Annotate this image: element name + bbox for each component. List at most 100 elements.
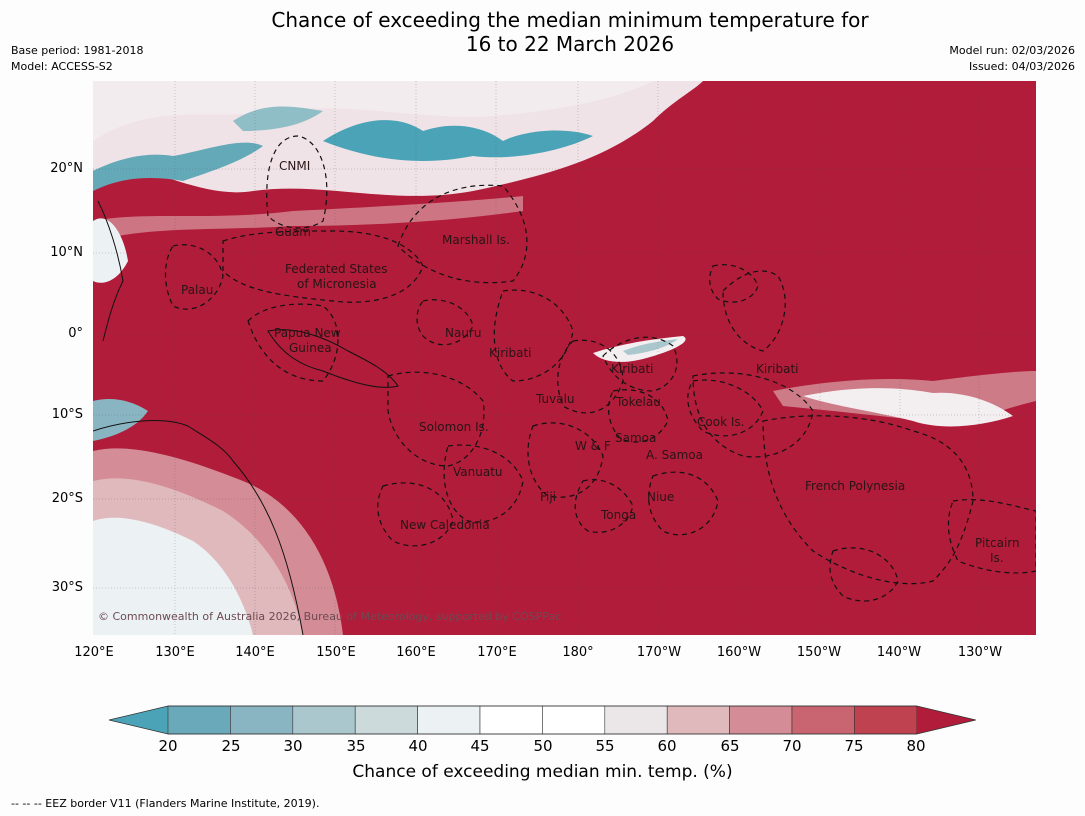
colorbar-cell bbox=[479, 705, 543, 735]
cb-tick-80: 80 bbox=[906, 737, 926, 755]
cb-tick-35: 35 bbox=[346, 737, 366, 755]
model-run: Model run: 02/03/2026 bbox=[949, 44, 1075, 57]
new-guinea-coast bbox=[267, 329, 399, 388]
lat-tick-10s: 10°S bbox=[51, 407, 83, 422]
cb-tick-75: 75 bbox=[844, 737, 864, 755]
label-kiribati-1: Kiribati bbox=[489, 346, 532, 360]
australia-coast bbox=[93, 420, 304, 635]
colorbar-cell bbox=[354, 705, 418, 735]
lon-tick-120e: 120°E bbox=[74, 645, 114, 660]
cb-tick-30: 30 bbox=[283, 737, 303, 755]
cb-tick-70: 70 bbox=[782, 737, 802, 755]
meta-right: Model run: 02/03/2026 Issued: 04/03/2026 bbox=[949, 43, 1075, 75]
title-line-1: Chance of exceeding the median minimum t… bbox=[271, 8, 869, 32]
lon-tick-170w: 170°W bbox=[636, 645, 682, 660]
label-pitcairn-1: Pitcairn bbox=[975, 536, 1020, 550]
chart-title: Chance of exceeding the median minimum t… bbox=[0, 8, 1085, 56]
cb-tick-45: 45 bbox=[470, 737, 490, 755]
lat-tick-20n: 20°N bbox=[50, 161, 83, 176]
label-niue: Niue bbox=[647, 490, 675, 504]
meta-left: Base period: 1981-2018 Model: ACCESS-S2 bbox=[11, 43, 143, 75]
colorbar-cell bbox=[854, 705, 918, 735]
lon-tick-180: 180° bbox=[562, 645, 594, 660]
lat-tick-10n: 10°N bbox=[50, 245, 83, 260]
cb-tick-60: 60 bbox=[657, 737, 677, 755]
label-png-2: Guinea bbox=[289, 341, 332, 355]
copyright-notice: © Commonwealth of Australia 2026, Bureau… bbox=[98, 610, 562, 623]
label-french-polynesia: French Polynesia bbox=[805, 479, 906, 493]
north-band-blue-3 bbox=[233, 106, 323, 131]
lon-tick-140w: 140°W bbox=[876, 645, 922, 660]
label-tokelau: Tokelau bbox=[616, 395, 661, 409]
cb-tick-65: 65 bbox=[720, 737, 740, 755]
cb-tick-40: 40 bbox=[408, 737, 428, 755]
colorbar-extend-high bbox=[916, 706, 976, 734]
label-new-caledonia: New Caledonia bbox=[400, 518, 490, 532]
north-band-pink bbox=[93, 196, 523, 241]
colorbar-cell bbox=[666, 705, 730, 735]
lat-tick-0: 0° bbox=[68, 326, 83, 341]
label-vanuatu: Vanuatu bbox=[453, 465, 503, 479]
label-kiribati-2: Kiribati bbox=[611, 362, 654, 376]
title-line-2: 16 to 22 March 2026 bbox=[465, 32, 675, 56]
queensland-blue bbox=[93, 399, 148, 441]
colorbar-cell bbox=[604, 705, 668, 735]
map-graphics bbox=[93, 81, 1036, 635]
north-band-blue-2 bbox=[323, 120, 593, 161]
label-fiji: Fiji bbox=[540, 490, 557, 504]
lon-tick-170e: 170°E bbox=[477, 645, 517, 660]
lon-tick-140e: 140°E bbox=[235, 645, 275, 660]
colorbar-cells bbox=[109, 705, 976, 735]
label-guam: Guam bbox=[275, 225, 311, 239]
issued-date: Issued: 04/03/2026 bbox=[968, 60, 1075, 73]
label-wallis-futuna: W & F bbox=[575, 439, 611, 453]
lon-tick-150e: 150°E bbox=[316, 645, 356, 660]
lon-tick-160e: 160°E bbox=[396, 645, 436, 660]
north-band-blue-1 bbox=[93, 142, 263, 191]
label-solomon: Solomon Is. bbox=[419, 420, 489, 434]
colorbar-cell bbox=[791, 705, 855, 735]
lon-tick-130e: 130°E bbox=[155, 645, 195, 660]
model-name: Model: ACCESS-S2 bbox=[11, 60, 113, 73]
polynesia-streak-white bbox=[803, 388, 1013, 427]
lat-tick-20s: 20°S bbox=[51, 491, 83, 506]
colorbar-cell bbox=[417, 705, 481, 735]
cb-tick-50: 50 bbox=[533, 737, 553, 755]
label-pitcairn-2: Is. bbox=[990, 551, 1004, 565]
colorbar-cell bbox=[167, 705, 231, 735]
eez-borders bbox=[164, 135, 1036, 602]
label-tonga: Tonga bbox=[601, 508, 637, 522]
lon-tick-130w: 130°W bbox=[957, 645, 1003, 660]
colorbar-extend-low bbox=[109, 706, 168, 734]
colorbar-label: Chance of exceeding median min. temp. (%… bbox=[352, 762, 733, 782]
label-png-1: Papua New bbox=[274, 326, 341, 340]
label-cnmi: CNMI bbox=[279, 159, 311, 173]
philippines-white bbox=[93, 218, 128, 283]
colorbar-outline bbox=[108, 705, 976, 735]
label-cook: Cook Is. bbox=[697, 415, 745, 429]
label-marshall: Marshall Is. bbox=[442, 233, 510, 247]
label-palau: Palau bbox=[181, 283, 214, 297]
label-kiribati-3: Kiribati bbox=[756, 362, 799, 376]
label-samoa: Samoa bbox=[615, 431, 657, 445]
philippines-coast bbox=[97, 200, 124, 342]
forecast-map: CNMI Guam Marshall Is. Federated States … bbox=[93, 81, 1036, 635]
australia-region-white bbox=[93, 517, 253, 635]
label-nauru: Nauru bbox=[445, 326, 482, 340]
eez-footnote: -- -- -- EEZ border V11 (Flanders Marine… bbox=[11, 797, 320, 810]
colorbar-cell bbox=[729, 705, 793, 735]
base-period: Base period: 1981-2018 bbox=[11, 44, 144, 57]
lon-tick-150w: 150°W bbox=[796, 645, 842, 660]
lon-tick-160w: 160°W bbox=[716, 645, 762, 660]
cb-tick-55: 55 bbox=[595, 737, 615, 755]
colorbar-cell bbox=[230, 705, 294, 735]
lat-tick-30s: 30°S bbox=[51, 580, 83, 595]
label-fsm-1: Federated States bbox=[285, 262, 388, 276]
cb-tick-20: 20 bbox=[158, 737, 178, 755]
label-american-samoa: A. Samoa bbox=[646, 448, 703, 462]
label-tuvalu: Tuvalu bbox=[536, 392, 575, 406]
colorbar-cell bbox=[542, 705, 606, 735]
label-fsm-2: of Micronesia bbox=[297, 277, 377, 291]
equatorial-streak-core bbox=[623, 339, 678, 355]
colorbar bbox=[108, 705, 976, 735]
